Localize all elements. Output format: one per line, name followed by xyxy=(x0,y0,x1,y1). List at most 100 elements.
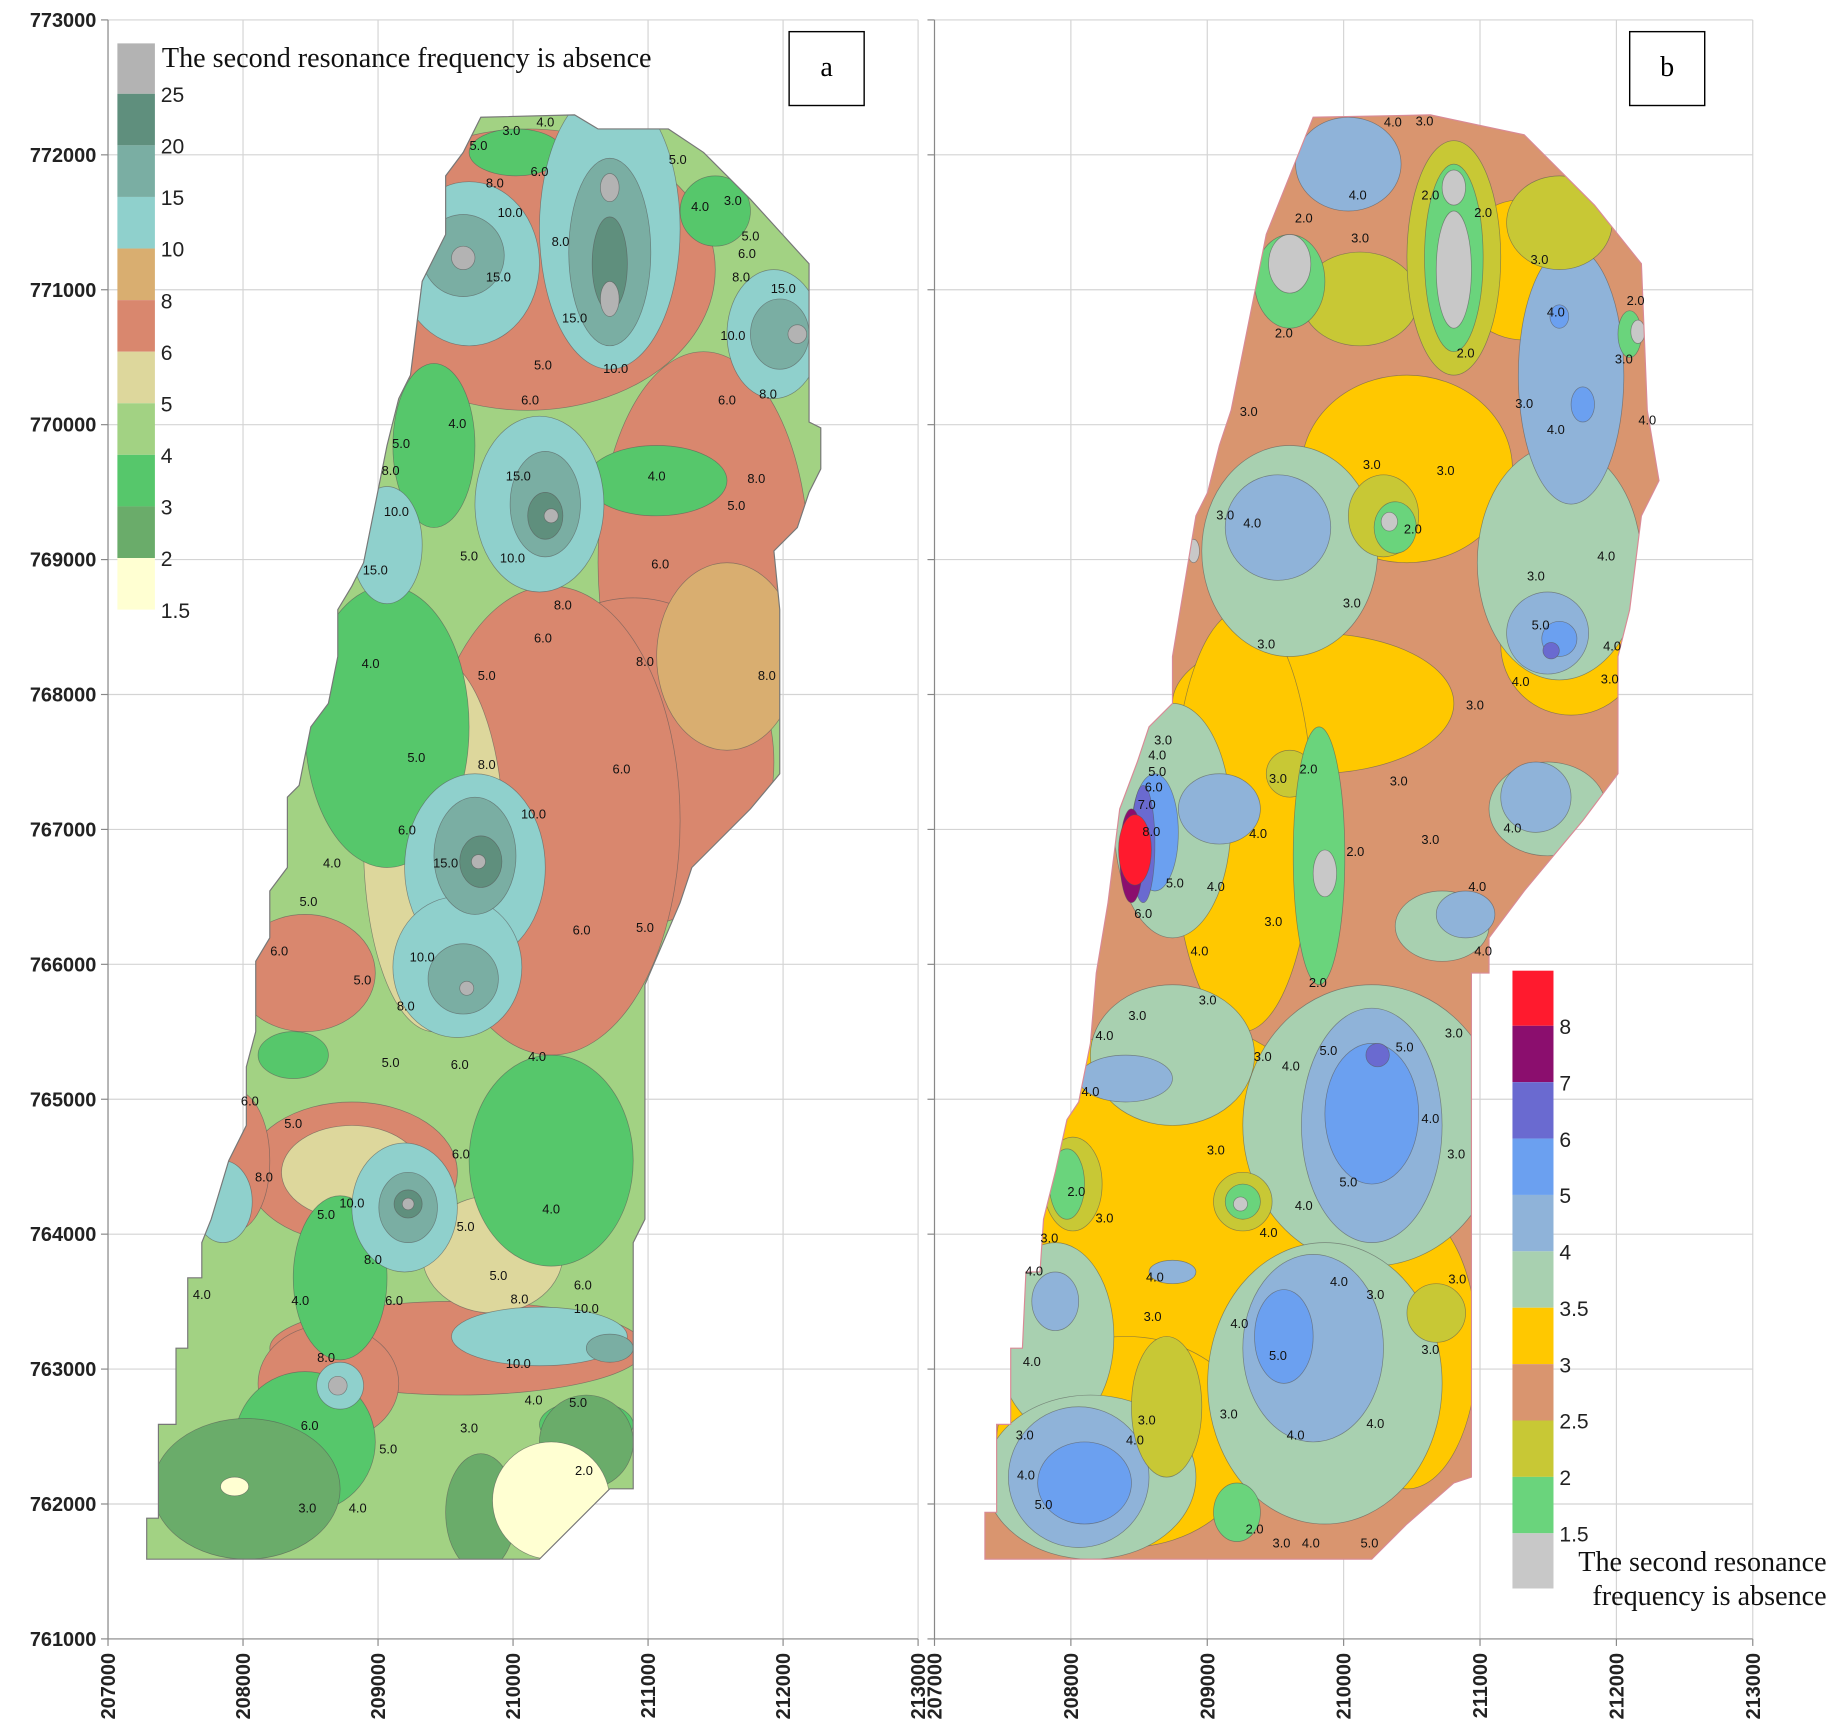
x-tick-label: 211000 xyxy=(1470,1653,1492,1718)
contour-label: 5.0 xyxy=(1396,1040,1414,1055)
contour-label: 3.0 xyxy=(1421,1342,1439,1357)
contour-label: 8.0 xyxy=(478,757,496,772)
x-tick-label: 208000 xyxy=(233,1653,255,1719)
x-tick-label: 211000 xyxy=(638,1653,660,1718)
contour-label: 2.0 xyxy=(1346,844,1364,859)
contour-label: 3.0 xyxy=(1138,1412,1156,1427)
contour-label: 5.0 xyxy=(382,1055,400,1070)
contour-label: 5.0 xyxy=(1339,1174,1357,1189)
legend-swatch xyxy=(117,352,155,404)
contour-label: 8.0 xyxy=(759,387,777,402)
contour-label: 3.0 xyxy=(1240,404,1258,419)
contour-label: 2.0 xyxy=(1421,187,1439,202)
figure: 2070002080002090002100002110002120002130… xyxy=(0,0,1835,1728)
contour-label: 8.0 xyxy=(732,269,750,284)
contour-label: 8.0 xyxy=(636,654,654,669)
contour-label: 10.0 xyxy=(384,504,409,519)
contour-label: 3.0 xyxy=(460,1421,478,1436)
contour-label: 4.0 xyxy=(1474,943,1492,958)
y-tick-label: 764000 xyxy=(30,1224,96,1246)
contour-label: 8.0 xyxy=(397,999,415,1014)
contour-zone xyxy=(221,1477,249,1496)
contour-label: 6.0 xyxy=(574,1278,592,1293)
contour-label: 4.0 xyxy=(362,656,380,671)
contour-label: 4.0 xyxy=(691,199,709,214)
legend-swatch xyxy=(1512,1139,1553,1195)
contour-label: 4.0 xyxy=(1366,1416,1384,1431)
contour-label: 4.0 xyxy=(349,1500,367,1515)
contour-label: 4.0 xyxy=(1512,674,1530,689)
contour-zone xyxy=(1032,1272,1079,1331)
contour-label: 6.0 xyxy=(451,1057,469,1072)
contour-label: 4.0 xyxy=(1096,1028,1114,1043)
contour-label: 6.0 xyxy=(1145,779,1163,794)
contour-label: 4.0 xyxy=(1349,187,1367,202)
contour-label: 8.0 xyxy=(255,1170,273,1185)
contour-label: 10.0 xyxy=(521,806,546,821)
contour-zone xyxy=(788,325,807,344)
contour-label: 6.0 xyxy=(1134,906,1152,921)
contour-label: 10.0 xyxy=(498,205,523,220)
contour-label: 3.0 xyxy=(1601,671,1619,686)
contour-label: 15.0 xyxy=(506,469,531,484)
contour-zone xyxy=(1255,1290,1314,1384)
contour-label: 5.0 xyxy=(407,750,425,765)
contour-label: 7.0 xyxy=(1138,797,1156,812)
contour-label: 3.0 xyxy=(1257,636,1275,651)
legend-swatch xyxy=(117,558,155,610)
contour-zone xyxy=(471,855,485,869)
x-tick-label: 213000 xyxy=(1743,1653,1765,1719)
legend-label: 5 xyxy=(1559,1185,1571,1208)
contour-label: 6.0 xyxy=(573,922,591,937)
legend-swatch xyxy=(1512,1026,1553,1082)
legend-label: 7 xyxy=(1559,1072,1571,1095)
legend-swatch xyxy=(117,145,155,197)
contour-label: 8.0 xyxy=(554,598,572,613)
contour-label: 4.0 xyxy=(648,469,666,484)
contour-label: 2.0 xyxy=(1246,1521,1264,1536)
contour-label: 8.0 xyxy=(747,471,765,486)
y-tick-label: 761000 xyxy=(30,1629,96,1651)
contour-zone xyxy=(460,981,474,995)
contour-zone xyxy=(493,1442,610,1559)
contour-label: 6.0 xyxy=(270,943,288,958)
contour-label: 6.0 xyxy=(718,392,736,407)
contour-label: 5.0 xyxy=(727,498,745,513)
page: {"chart_data": [ {"type": "contour", "pa… xyxy=(0,0,1835,1728)
contour-label: 4.0 xyxy=(536,115,554,130)
contour-zone xyxy=(328,1376,347,1395)
contour-label: 6.0 xyxy=(398,823,416,838)
contour-label: 6.0 xyxy=(530,164,548,179)
contour-label: 3.0 xyxy=(1343,595,1361,610)
contour-label: 10.0 xyxy=(410,949,435,964)
contour-zone xyxy=(1543,642,1559,658)
contour-label: 3.0 xyxy=(1220,1407,1238,1422)
contour-label: 8.0 xyxy=(486,176,504,191)
contour-label: 5.0 xyxy=(460,548,478,563)
contour-zone xyxy=(1269,234,1311,293)
x-tick-label: 212000 xyxy=(1606,1653,1628,1719)
contour-label: 3.0 xyxy=(1448,1272,1466,1287)
legend-swatch xyxy=(1512,1251,1553,1307)
contour-label: 2.0 xyxy=(1275,326,1293,341)
contour-zone xyxy=(1507,176,1613,270)
contour-label: 4.0 xyxy=(1597,548,1615,563)
contour-label: 5.0 xyxy=(1035,1497,1053,1512)
contour-zone xyxy=(428,944,498,1014)
contour-label: 4.0 xyxy=(1547,305,1565,320)
contour-zone xyxy=(1313,850,1336,897)
contour-label: 4.0 xyxy=(542,1201,560,1216)
contour-zone xyxy=(452,246,475,269)
legend-title: The second resonance frequency is absenc… xyxy=(162,43,652,74)
contour-label: 3.0 xyxy=(1390,773,1408,788)
contour-zone xyxy=(1090,985,1254,1126)
contour-zone xyxy=(469,1055,633,1266)
contour-label: 5.0 xyxy=(470,138,488,153)
legend-label: 5 xyxy=(161,393,173,416)
contour-label: 4.0 xyxy=(1547,422,1565,437)
contour-label: 3.0 xyxy=(1363,457,1381,472)
contour-label: 2.0 xyxy=(1295,211,1313,226)
x-tick-label: 210000 xyxy=(1334,1653,1356,1719)
contour-label: 5.0 xyxy=(569,1395,587,1410)
legend-label: 10 xyxy=(161,239,184,262)
